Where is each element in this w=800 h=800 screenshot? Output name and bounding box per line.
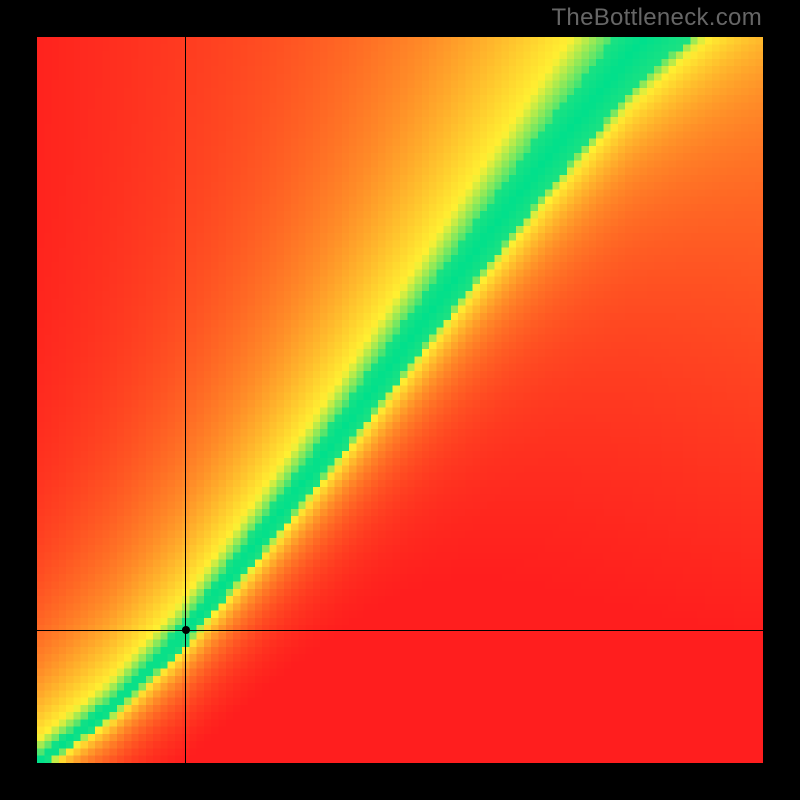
bottleneck-heatmap	[37, 37, 763, 763]
crosshair-horizontal	[37, 630, 763, 631]
selection-dot	[182, 626, 190, 634]
crosshair-vertical	[185, 37, 186, 763]
watermark-text: TheBottleneck.com	[551, 4, 762, 32]
chart-container: TheBottleneck.com	[0, 0, 800, 800]
